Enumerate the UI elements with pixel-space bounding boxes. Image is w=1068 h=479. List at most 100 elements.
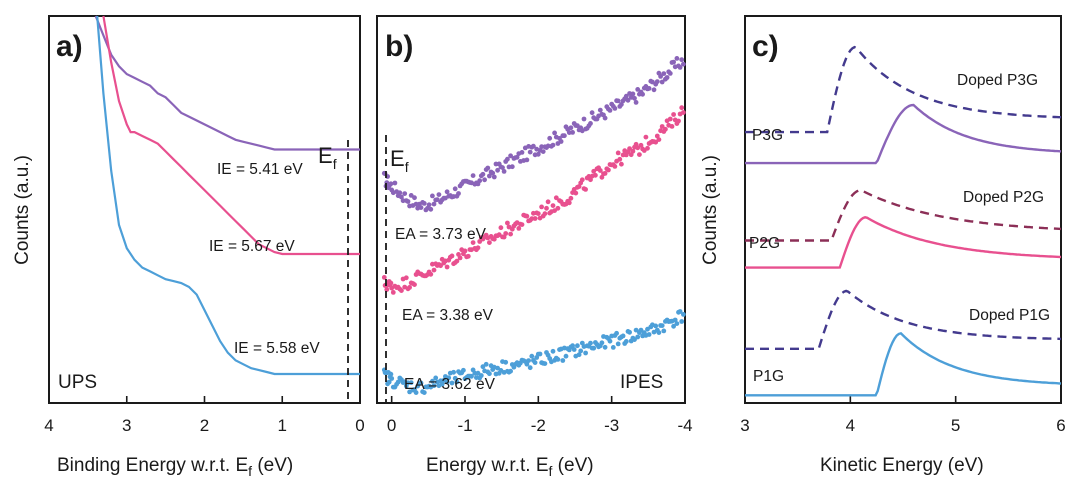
data-point: [571, 347, 577, 352]
data-point: [607, 108, 613, 113]
data-point: [452, 186, 458, 192]
data-point: [591, 345, 597, 351]
data-point: [579, 177, 585, 183]
data-point: [384, 287, 390, 292]
data-point: [679, 105, 685, 111]
data-point: [681, 312, 686, 317]
panel-b-xlabel: Energy w.r.t. Ef (eV): [426, 455, 594, 479]
data-point: [591, 168, 597, 174]
x-tick-label: 0: [387, 416, 396, 435]
data-point: [444, 379, 450, 385]
data-point: [625, 97, 631, 103]
data-point: [444, 189, 450, 195]
data-point: [430, 193, 435, 199]
data-point: [408, 380, 414, 385]
data-point: [635, 87, 641, 92]
data-point: [454, 258, 460, 264]
data-point: [627, 329, 632, 335]
data-point: [462, 248, 468, 254]
data-point: [490, 170, 496, 176]
data-point: [558, 139, 564, 144]
data-point: [388, 280, 394, 286]
data-point: [457, 255, 463, 261]
panel-b-annotation-3: EA = 3.62 eV: [404, 376, 496, 393]
data-point: [599, 340, 605, 346]
data-point: [514, 154, 520, 160]
data-point: [449, 380, 455, 386]
data-point: [664, 75, 670, 80]
data-point: [581, 116, 587, 122]
data-point: [658, 74, 663, 79]
panel-a-annotation-3: IE = 5.58 eV: [234, 340, 320, 357]
data-point: [505, 220, 510, 226]
series-line: [102, 15, 360, 256]
data-point: [588, 121, 593, 126]
data-point: [439, 381, 445, 387]
panel-b-tag: IPES: [620, 372, 663, 393]
data-point: [643, 134, 649, 140]
data-point: [674, 56, 680, 61]
x-tick-label: 4: [846, 416, 855, 435]
data-point: [659, 79, 665, 85]
data-point: [532, 360, 538, 365]
data-point: [661, 71, 667, 76]
data-point: [519, 150, 525, 155]
panel-b-ticks: 0 -1 -2 -3 -4: [387, 396, 693, 435]
data-point: [392, 180, 398, 186]
data-point: [470, 173, 476, 179]
data-point: [677, 309, 683, 314]
data-point: [386, 379, 392, 385]
y-axis-label: Counts (a.u.): [12, 155, 33, 265]
panel-a-fermi-label: Ef: [318, 143, 337, 172]
data-point: [646, 332, 652, 337]
data-point: [426, 202, 432, 208]
data-point: [671, 112, 676, 117]
x-tick-label: -3: [604, 416, 619, 435]
data-point: [491, 174, 497, 180]
x-tick-label: 1: [278, 416, 287, 435]
data-point: [615, 150, 621, 156]
x-tick-label: 3: [122, 416, 131, 435]
data-point: [542, 211, 548, 217]
data-point: [653, 323, 659, 329]
data-point: [470, 240, 476, 246]
data-point: [452, 375, 458, 381]
data-point: [475, 245, 481, 251]
panel-c-frame: [744, 15, 1062, 404]
data-point: [632, 95, 637, 101]
data-point: [418, 380, 424, 386]
data-point: [412, 195, 417, 201]
data-point: [544, 205, 549, 211]
data-point: [480, 171, 486, 177]
data-point: [449, 253, 455, 259]
data-point: [646, 86, 652, 91]
legend-doped-p1g: Doped P1G: [969, 307, 1050, 324]
data-point: [456, 191, 461, 196]
data-point: [487, 240, 492, 246]
x-tick-label: 0: [355, 416, 364, 435]
panel-a: 4 3 2 1 0 Ef a) UPS IE = 5.41 eV IE = 5.67 e…: [44, 15, 365, 479]
data-point: [469, 373, 474, 379]
data-point: [619, 102, 624, 107]
data-point: [597, 168, 603, 173]
data-point: [663, 126, 668, 132]
data-point: [431, 201, 437, 207]
x-tick-label: -1: [457, 416, 472, 435]
data-point: [434, 197, 440, 203]
data-point: [553, 195, 559, 201]
data-point: [681, 61, 686, 67]
series-line: [745, 103, 1062, 165]
data-point: [635, 145, 641, 151]
legend-doped-p2g: Doped P2G: [963, 189, 1044, 206]
data-point: [483, 361, 489, 367]
data-point: [576, 184, 582, 189]
data-point: [562, 133, 567, 139]
data-point: [388, 371, 394, 377]
data-point: [431, 383, 437, 389]
panel-a-label: a): [56, 30, 83, 63]
data-point: [602, 344, 608, 350]
data-point: [478, 373, 484, 378]
data-point: [465, 253, 471, 259]
x-tick-label: 2: [200, 416, 209, 435]
data-point: [399, 194, 404, 200]
